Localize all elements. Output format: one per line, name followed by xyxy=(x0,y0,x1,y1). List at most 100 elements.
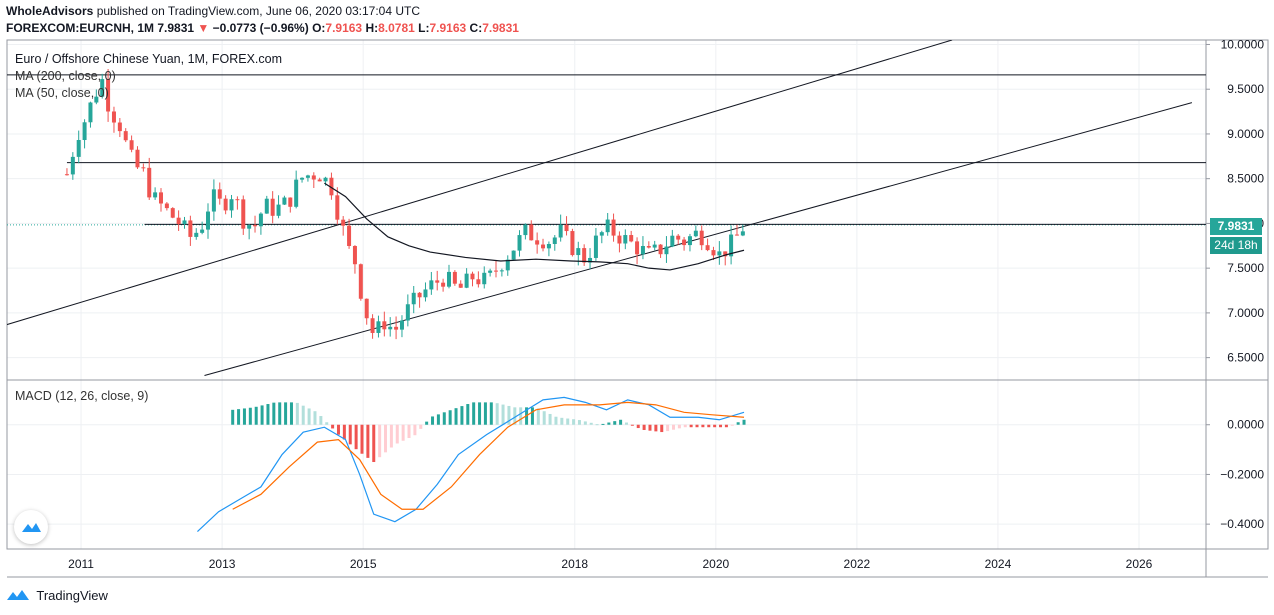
candle xyxy=(317,177,322,182)
candle xyxy=(335,187,340,225)
candle-body xyxy=(711,250,716,256)
candle-body xyxy=(488,270,493,273)
candle xyxy=(341,216,346,236)
chart-title[interactable]: Euro / Offshore Chinese Yuan, 1M, FOREX.… xyxy=(15,52,283,66)
candle xyxy=(388,317,393,337)
histogram-bar xyxy=(519,407,523,425)
candle-body xyxy=(517,235,522,251)
candle-body xyxy=(652,244,657,248)
candle xyxy=(264,195,269,214)
price-axis-label: 7.5000 xyxy=(1227,261,1264,275)
histogram-bar xyxy=(419,424,423,429)
macd-lines xyxy=(197,396,745,533)
candle xyxy=(605,213,610,236)
candle xyxy=(617,231,622,253)
candle-body xyxy=(505,259,510,271)
macd-legend[interactable]: MACD (12, 26, close, 9) xyxy=(15,389,149,403)
candle-body xyxy=(288,197,293,207)
histogram-bar xyxy=(242,408,246,425)
candle xyxy=(417,292,422,308)
candle-body xyxy=(206,211,211,230)
candle xyxy=(399,315,404,338)
candle xyxy=(699,225,704,251)
published-text: published on TradingView.com, June 06, 2… xyxy=(96,4,421,18)
candle xyxy=(411,285,416,314)
candle xyxy=(352,245,357,274)
candle-body xyxy=(429,280,434,290)
axis-labels: 10.00009.50009.00008.50008.00007.50007.0… xyxy=(68,37,1264,571)
histogram-bar xyxy=(719,424,723,428)
candle xyxy=(570,228,575,257)
ma50-legend[interactable]: MA (50, close, 0) xyxy=(15,86,109,100)
candle-body xyxy=(311,175,316,180)
histogram-bar xyxy=(407,424,411,438)
candle xyxy=(458,280,463,288)
candle-body xyxy=(129,140,134,150)
candle xyxy=(476,271,481,288)
histogram-bar xyxy=(513,407,517,425)
candle-body xyxy=(317,179,322,182)
candle-body xyxy=(705,245,710,251)
histogram-bar xyxy=(431,416,435,425)
candle-body xyxy=(682,239,687,246)
histogram-bar xyxy=(489,402,493,425)
histogram-bar xyxy=(372,424,376,463)
last-price-tag: 7.9831 xyxy=(1210,218,1262,235)
candle-body xyxy=(611,219,616,236)
candle xyxy=(705,238,710,252)
time-axis-label: 2015 xyxy=(350,557,377,571)
candle xyxy=(347,218,352,249)
candle-body xyxy=(570,231,575,256)
candle-body xyxy=(82,122,87,141)
histogram-bar xyxy=(284,402,288,425)
candle xyxy=(482,266,487,289)
histogram-bar xyxy=(354,424,358,450)
candle xyxy=(676,234,681,245)
histogram-bar xyxy=(595,424,599,426)
candle xyxy=(464,268,469,289)
candle xyxy=(523,223,528,240)
candle-body xyxy=(435,280,440,283)
last-price: 7.9831 xyxy=(157,21,195,35)
histogram-bar xyxy=(683,424,687,428)
candle-body xyxy=(617,235,622,244)
histogram-bar xyxy=(648,424,652,431)
candle-body xyxy=(258,213,263,227)
candle-body xyxy=(535,240,540,245)
candle xyxy=(211,179,216,221)
candle-body xyxy=(588,257,593,263)
candle-body xyxy=(347,225,352,246)
candle xyxy=(646,241,651,249)
candle-body xyxy=(411,292,416,305)
candle-body xyxy=(388,326,393,330)
candle xyxy=(652,240,657,251)
candle xyxy=(446,264,451,289)
candle-body xyxy=(294,179,299,207)
time-axis-label: 2026 xyxy=(1126,557,1153,571)
ma200-legend[interactable]: MA (200, close, 0) xyxy=(15,69,116,83)
candle-body xyxy=(323,177,328,182)
candle-body xyxy=(446,271,451,287)
candle xyxy=(70,152,75,180)
histogram-bar xyxy=(331,424,335,429)
price-axis-label: 9.5000 xyxy=(1227,82,1264,96)
macd-axis-label: −0.2000 xyxy=(1220,467,1264,481)
author-name[interactable]: WholeAdvisors xyxy=(6,4,94,18)
histogram-bar xyxy=(466,404,470,425)
histogram-bar xyxy=(707,424,711,428)
candle xyxy=(635,237,640,265)
tradingview-watermark-icon[interactable] xyxy=(14,510,48,544)
candle xyxy=(658,244,663,258)
histogram-bar xyxy=(442,412,446,425)
footer-brand[interactable]: TradingView xyxy=(36,588,108,603)
low-value: 7.9163 xyxy=(429,21,467,35)
candle-body xyxy=(552,237,557,244)
histogram-bar xyxy=(619,419,623,425)
candle xyxy=(311,172,316,189)
time-axis-label: 2013 xyxy=(209,557,236,571)
candle xyxy=(253,215,258,233)
candle xyxy=(546,241,551,257)
histogram-bar xyxy=(307,408,311,425)
tradingview-logo-icon xyxy=(6,588,30,605)
